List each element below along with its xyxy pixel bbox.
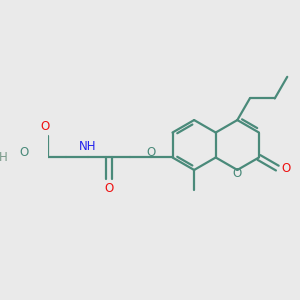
Text: O: O bbox=[104, 182, 113, 195]
Text: O: O bbox=[281, 162, 290, 175]
Text: O: O bbox=[147, 146, 156, 160]
Text: O: O bbox=[40, 120, 50, 133]
Text: H: H bbox=[0, 151, 8, 164]
Text: NH: NH bbox=[79, 140, 96, 153]
Text: O: O bbox=[20, 146, 29, 160]
Text: O: O bbox=[233, 167, 242, 180]
